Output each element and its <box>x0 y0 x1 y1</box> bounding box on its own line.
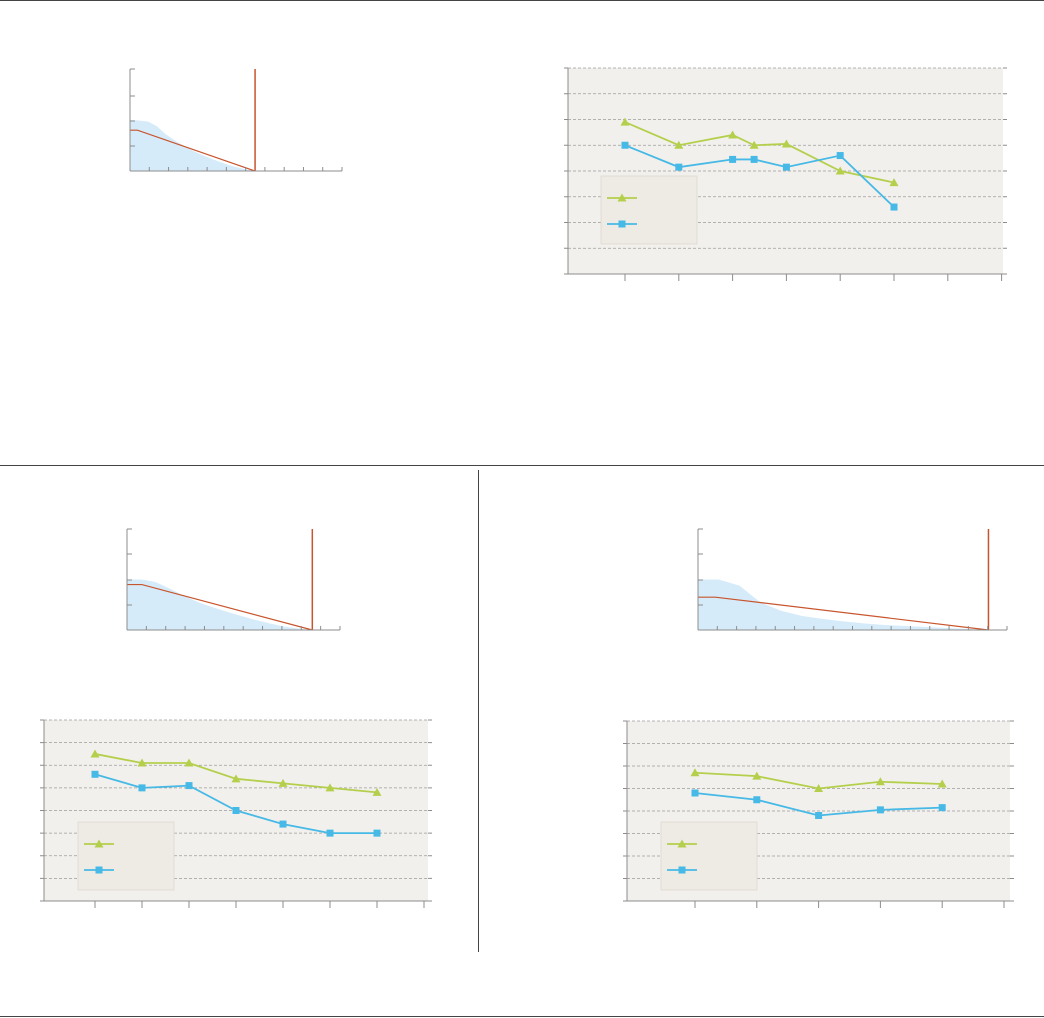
series-2-point <box>750 155 758 163</box>
series-2-point <box>938 804 946 812</box>
series-1-point <box>752 771 762 780</box>
series-1-point <box>835 166 845 175</box>
legend-box <box>660 821 758 891</box>
density-area <box>130 120 256 171</box>
series-1-point <box>325 783 335 792</box>
series-1-point <box>184 758 194 767</box>
legend-swatch-marker-2 <box>678 866 686 874</box>
series-1-point <box>814 784 824 792</box>
legend-swatch-marker-1 <box>94 839 104 848</box>
series-1-point <box>937 779 947 788</box>
mini-area-chart-bottom-right <box>697 528 1008 631</box>
legend-swatch-marker-2 <box>95 866 103 874</box>
line-chart-top-right <box>564 67 1007 281</box>
line-chart-bottom-left <box>40 719 432 908</box>
series-1-point <box>690 768 700 777</box>
series-1-point <box>137 758 147 767</box>
series-1-point <box>674 140 684 149</box>
series-2-point <box>326 829 334 837</box>
series-2-point <box>279 820 287 828</box>
series-1-point <box>620 117 630 126</box>
series-2-point <box>373 829 381 837</box>
legend-swatch-marker-1 <box>677 839 687 848</box>
legend-swatch-marker-2 <box>618 220 626 228</box>
series-2-point <box>691 789 699 797</box>
series-1-point <box>728 130 738 139</box>
trend-line <box>127 583 313 631</box>
density-area <box>127 579 313 630</box>
series-2-point <box>876 806 884 814</box>
legend-box <box>77 821 175 891</box>
trend-line <box>698 596 989 631</box>
mini-area-chart-top-left <box>129 68 343 172</box>
series-2-point <box>138 784 146 792</box>
series-2-point <box>836 152 844 160</box>
density-area <box>698 579 989 630</box>
series-1-point <box>781 139 791 148</box>
series-2-point <box>753 796 761 804</box>
series-1-point <box>749 140 759 149</box>
series-2-point <box>185 782 193 790</box>
series-1-point <box>875 777 885 786</box>
series-1-point <box>90 749 100 758</box>
series-1-point <box>278 778 288 787</box>
series-2-point <box>815 812 823 819</box>
series-1-point <box>889 178 899 187</box>
series-2-point <box>621 141 629 149</box>
mini-area-chart-bottom-left <box>126 528 341 631</box>
trend-line <box>130 129 256 172</box>
series-2-point <box>91 770 99 778</box>
series-2-point <box>782 163 790 171</box>
series-2-point <box>675 163 683 171</box>
series-2-point <box>232 807 240 814</box>
series-1-point <box>372 787 382 796</box>
legend-swatch-marker-1 <box>617 193 627 202</box>
series-2-point <box>729 155 737 163</box>
series-1-point <box>231 774 241 783</box>
line-chart-bottom-right <box>623 720 1014 908</box>
legend-box <box>600 175 698 245</box>
series-2-point <box>890 203 898 211</box>
